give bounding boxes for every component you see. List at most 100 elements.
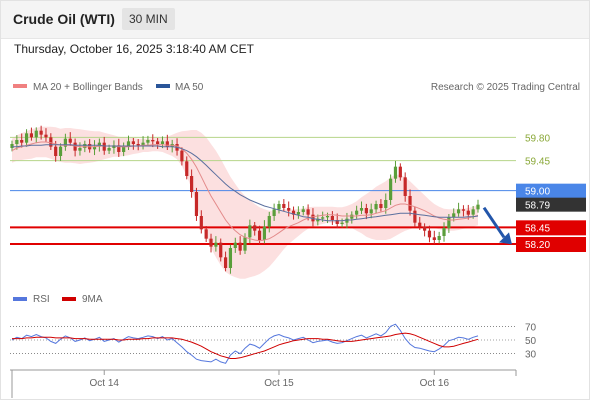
candle-body bbox=[214, 242, 218, 247]
candle-body bbox=[345, 218, 349, 223]
candle-body bbox=[325, 216, 330, 218]
candle-body bbox=[466, 210, 470, 215]
candle-body bbox=[78, 148, 82, 151]
candle-body bbox=[253, 225, 257, 231]
candle-body bbox=[277, 204, 281, 210]
level-badge-58.20 bbox=[516, 237, 586, 252]
candle-body bbox=[199, 216, 203, 230]
candle-body bbox=[156, 141, 160, 144]
x-tick-label: Oct 15 bbox=[264, 378, 294, 389]
candle-body bbox=[180, 150, 184, 162]
candle-body bbox=[335, 220, 339, 224]
candle-body bbox=[92, 146, 97, 150]
rsi-line bbox=[11, 323, 479, 364]
bollinger-band-area bbox=[12, 126, 478, 279]
candle-body bbox=[321, 217, 325, 219]
current-price-text: 58.79 bbox=[525, 201, 550, 212]
level-badge-58.45 bbox=[516, 220, 586, 236]
candle-body bbox=[131, 141, 135, 144]
forecast-arrow-head bbox=[499, 232, 512, 245]
candle-body bbox=[10, 144, 14, 148]
level-badge-text-59.00: 59.00 bbox=[525, 187, 550, 198]
candle-body bbox=[330, 216, 334, 220]
candle-body bbox=[136, 144, 140, 146]
candle-body bbox=[442, 228, 446, 236]
candle-body bbox=[296, 212, 300, 215]
legend-rsi-label: RSI bbox=[33, 294, 50, 305]
rsi-tick-50: 50 bbox=[525, 336, 537, 347]
candle-body bbox=[427, 230, 432, 238]
moving-averages bbox=[11, 141, 512, 245]
candle-body bbox=[194, 192, 199, 216]
rsi-tick-70: 70 bbox=[525, 322, 537, 333]
legend-rsi-swatch bbox=[13, 297, 27, 301]
legend-ma50-label: MA 50 bbox=[175, 82, 204, 93]
legend-9ma-label: 9MA bbox=[82, 294, 103, 305]
candle-body bbox=[369, 209, 373, 214]
timestamp: Thursday, October 16, 2025 3:18:40 AM CE… bbox=[14, 42, 254, 56]
candle-body bbox=[209, 238, 213, 247]
candle-body bbox=[456, 209, 461, 214]
timeframe-button[interactable]: 30 MIN bbox=[122, 8, 175, 30]
candle-body bbox=[44, 134, 48, 138]
legend-ma20-label: MA 20 + Bollinger Bands bbox=[33, 82, 143, 93]
candle-body bbox=[146, 140, 150, 143]
candle-body bbox=[393, 166, 398, 179]
candle-body bbox=[374, 204, 378, 210]
candle-body bbox=[185, 161, 189, 176]
legend-ma50-swatch bbox=[156, 84, 170, 88]
ma20-line bbox=[11, 141, 479, 242]
candle-body bbox=[29, 133, 34, 138]
candle-body bbox=[126, 141, 131, 147]
candle-body bbox=[54, 146, 58, 156]
candle-body bbox=[223, 257, 228, 268]
legend-9ma-swatch bbox=[62, 297, 76, 301]
candle-body bbox=[306, 209, 310, 215]
candlesticks bbox=[10, 125, 480, 274]
candle-body bbox=[257, 230, 262, 240]
candle-body bbox=[243, 237, 247, 251]
x-axis: Oct 14 Oct 15 Oct 16 bbox=[10, 369, 517, 398]
candle-body bbox=[287, 208, 291, 211]
candle-body bbox=[379, 204, 383, 208]
candle-body bbox=[311, 214, 315, 222]
candle-body bbox=[238, 242, 242, 251]
candle-body bbox=[15, 140, 19, 144]
candle-body bbox=[141, 142, 145, 146]
candle-body bbox=[102, 142, 106, 151]
bollinger-bands bbox=[12, 126, 478, 279]
candle-body bbox=[272, 209, 276, 216]
candle-body bbox=[282, 204, 286, 208]
candle-body bbox=[267, 216, 271, 227]
rsi-tick-30: 30 bbox=[525, 350, 537, 361]
candle-body bbox=[63, 138, 67, 147]
level-badges: 59.80 59.45 59.00 58.45 58.20 58.79 bbox=[516, 133, 586, 252]
candle-body bbox=[408, 196, 412, 211]
candle-body bbox=[34, 130, 38, 138]
candle-body bbox=[97, 142, 101, 147]
candle-body bbox=[403, 177, 407, 196]
candle-body bbox=[340, 222, 344, 224]
candle-body bbox=[73, 142, 77, 151]
candle-body bbox=[291, 210, 296, 215]
legend-ma20-swatch bbox=[13, 84, 27, 88]
candle-body bbox=[447, 217, 451, 228]
candle-body bbox=[39, 130, 43, 135]
candle-body bbox=[83, 144, 87, 148]
candle-body bbox=[432, 237, 436, 240]
instrument-title: Crude Oil (WTI) bbox=[13, 11, 115, 27]
candle-body bbox=[476, 204, 480, 210]
candle-body bbox=[228, 248, 233, 268]
candle-body bbox=[384, 200, 388, 208]
candle-body bbox=[262, 226, 267, 240]
candle-body bbox=[423, 226, 427, 231]
candle-body bbox=[219, 242, 223, 258]
candle-body bbox=[461, 209, 466, 211]
candle-body bbox=[122, 146, 126, 152]
candle-body bbox=[418, 222, 422, 227]
candle-body bbox=[112, 145, 116, 148]
candle-body bbox=[107, 148, 111, 151]
candle-body bbox=[316, 218, 320, 222]
candle-body bbox=[151, 140, 155, 142]
